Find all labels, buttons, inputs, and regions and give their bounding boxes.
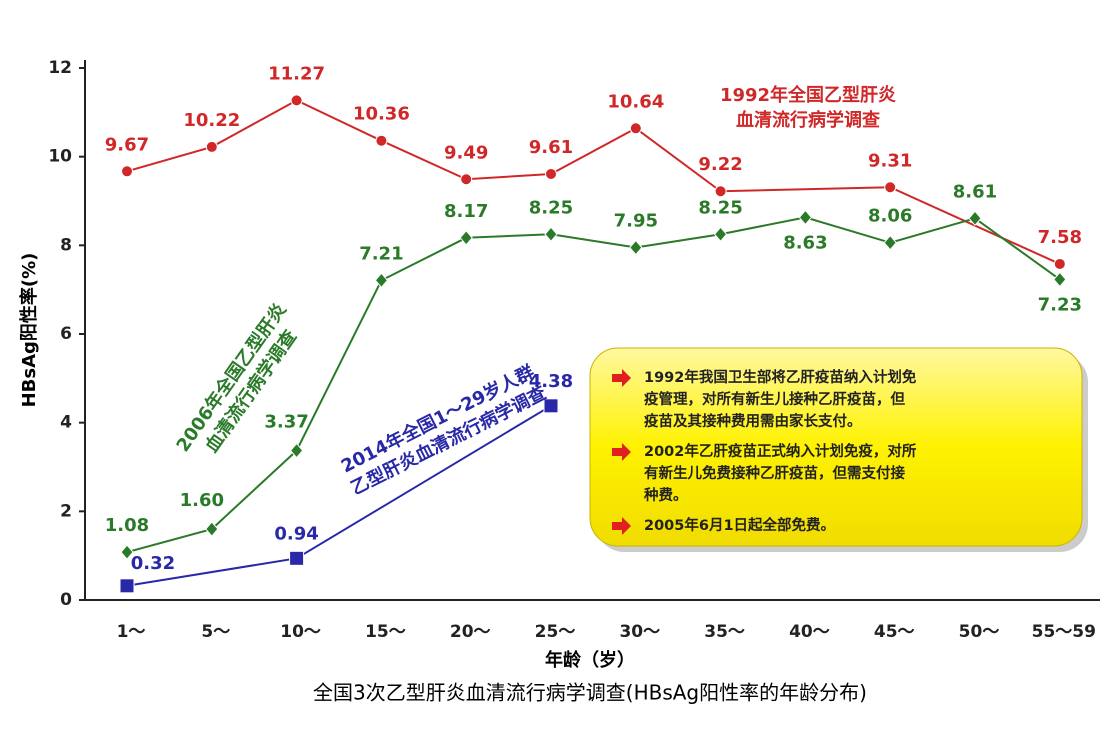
point [289,442,304,459]
data-label: 8.61 [953,181,997,202]
caption: 全国3次乙型肝炎血清流行病学调查(HBsAg阳性率的年龄分布) [313,681,867,705]
note-arrow [612,369,631,387]
data-label: 10.64 [607,91,664,112]
point [375,134,388,147]
note-text: 2005年6月1日起全部免费。 [644,516,835,534]
y-tick-label: 10 [48,147,72,167]
point [883,234,897,251]
x-tick-label: 20～ [450,622,491,642]
y-tick-label: 12 [48,58,72,78]
note-text: 疫管理，对所有新生儿接种乙肝疫苗，但 [644,390,905,408]
point [289,550,305,566]
x-tick-label: 55～59 [1032,622,1096,642]
data-label: 8.25 [698,197,742,218]
x-tick-label: 35～ [704,622,745,642]
note-text: 1992年我国卫生部将乙肝疫苗纳入计划免 [644,368,917,386]
x-tick-label: 40～ [789,622,830,642]
point [543,398,559,414]
y-axis-label: HBsAg阳性率(%) [18,253,40,408]
point [713,226,728,243]
point [120,544,134,560]
data-label: 1.60 [180,490,224,511]
y-tick-label: 4 [60,413,72,433]
data-label: 1.08 [105,515,149,536]
point [544,226,558,243]
note-text: 2002年乙肝疫苗正式纳入计划免疫，对所 [644,442,917,460]
x-tick-label: 25～ [535,622,576,642]
data-label: 9.61 [529,137,573,158]
data-label: 9.22 [698,154,742,175]
data-label: 7.23 [1038,294,1082,315]
point [374,272,389,289]
data-label: 8.63 [783,232,827,253]
x-tick-label: 1～ [117,622,146,642]
point [545,167,557,180]
point [968,210,982,227]
point [629,122,642,135]
point [459,230,473,246]
point [714,185,727,198]
series-name: 1992年全国乙型肝炎 [720,84,896,106]
y-tick-label: 8 [60,235,72,255]
point [205,140,218,153]
note-arrow [612,517,631,535]
series-line [126,99,1061,265]
x-tick-label: 15～ [365,622,406,642]
data-label: 10.36 [353,104,410,125]
y-tick-label: 6 [60,324,72,344]
point [884,181,897,194]
note-arrow [612,443,631,461]
point [460,173,473,186]
note-text: 疫苗及其接种费用需由家长支付。 [644,412,862,430]
point [1053,271,1067,288]
x-tick-label: 50～ [959,622,1000,642]
data-label: 9.31 [868,150,912,171]
series-name: 血清流行病学调查 [736,109,880,131]
point [119,578,135,594]
y-tick-label: 2 [60,501,72,521]
data-label: 8.06 [868,206,912,227]
point [1053,257,1066,270]
point [121,165,133,178]
data-label: 0.32 [131,553,175,574]
x-tick-label: 10～ [280,622,321,642]
data-label: 10.22 [183,110,240,131]
data-label: 8.25 [529,197,573,218]
series-line [126,216,1061,554]
point [290,94,303,107]
data-label: 7.21 [359,243,403,264]
note-box [589,347,1083,547]
data-label: 0.94 [274,523,318,544]
data-label: 7.58 [1038,227,1082,248]
point [629,239,643,256]
x-tick-label: 45～ [874,622,915,642]
x-axis-label: 年龄（岁） [545,649,635,671]
data-label: 9.49 [444,142,488,163]
x-tick-label: 5～ [201,622,230,642]
data-label: 3.37 [264,412,308,433]
y-tick-label: 0 [60,590,72,610]
x-tick-label: 30～ [619,622,660,642]
point [798,209,813,226]
data-label: 8.17 [444,201,488,222]
data-label: 4.38 [529,371,573,392]
data-label: 9.67 [105,134,149,155]
data-label: 11.27 [268,63,325,84]
data-label: 7.95 [614,211,658,232]
note-text: 种费。 [643,486,688,504]
point [205,521,219,537]
note-text: 有新生儿免费接种乙肝疫苗，但需支付接 [644,464,905,482]
